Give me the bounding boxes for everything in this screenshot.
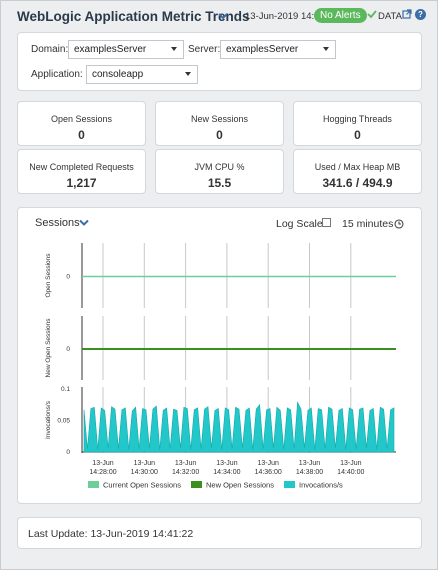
application-select[interactable]: consoleapp: [86, 65, 198, 84]
kpi-jvm-cpu[interactable]: JVM CPU % 15.5: [155, 149, 284, 194]
check-icon: [367, 10, 377, 19]
invocations-area: [83, 401, 395, 453]
external-link-icon[interactable]: [402, 9, 412, 19]
time-range-selector[interactable]: 15 minutes: [342, 218, 394, 230]
domain-label: Domain:: [31, 44, 69, 55]
x-tick-date: 13-Jun: [216, 460, 238, 467]
x-tick-time: 14:36:00: [255, 469, 282, 476]
legend-swatch: [191, 481, 202, 488]
y-axis-label: Invocations/s: [45, 400, 52, 439]
server-label: Server:: [188, 44, 221, 55]
alert-status-badge[interactable]: No Alerts: [314, 8, 367, 23]
x-tick-date: 13-Jun: [340, 460, 362, 467]
data-status-label: DATA: [378, 11, 402, 22]
legend-label: Current Open Sessions: [103, 481, 181, 490]
x-tick-time: 14:30:00: [131, 469, 158, 476]
kpi-heap[interactable]: Used / Max Heap MB 341.6 / 494.9: [293, 149, 422, 194]
x-tick-time: 14:34:00: [213, 469, 240, 476]
y-axis-label: New Open Sessions: [45, 318, 52, 378]
application-select-value: consoleapp: [92, 69, 144, 80]
x-tick-date: 13-Jun: [175, 460, 197, 467]
kpi-hogging-threads[interactable]: Hogging Threads 0: [293, 101, 422, 146]
kpi-label: Used / Max Heap MB: [314, 162, 401, 172]
kpi-label: New Completed Requests: [29, 162, 134, 172]
domain-select[interactable]: examplesServer: [68, 40, 184, 59]
dropdown-arrow-icon: [323, 47, 329, 51]
kpi-label: Open Sessions: [50, 114, 113, 124]
legend-swatch: [88, 481, 99, 488]
domain-select-value: examplesServer: [74, 44, 147, 55]
legend-swatch: [284, 481, 295, 488]
server-select[interactable]: examplesServer: [220, 40, 336, 59]
kpi-value: 1,217: [66, 176, 97, 190]
kpi-open-sessions[interactable]: Open Sessions 0: [17, 101, 146, 146]
x-tick-date: 13-Jun: [92, 460, 114, 467]
log-scale-checkbox[interactable]: [322, 218, 331, 227]
kpi-value: 0: [78, 128, 85, 142]
y-axis-label: Open Sessions: [45, 253, 52, 298]
chevron-down-icon[interactable]: [217, 10, 229, 22]
help-icon[interactable]: ?: [415, 9, 426, 20]
clock-icon[interactable]: [394, 219, 404, 229]
kpi-label: JVM CPU %: [194, 162, 245, 172]
page-title: WebLogic Application Metric Trends: [17, 9, 250, 24]
y-tick-label: 0: [66, 346, 70, 353]
last-update-text: Last Update: 13-Jun-2019 14:41:22: [28, 528, 193, 540]
header-timestamp: 13-Jun-2019 14:41: [245, 11, 325, 22]
x-tick-date: 13-Jun: [299, 460, 321, 467]
kpi-new-completed-requests[interactable]: New Completed Requests 1,217: [17, 149, 146, 194]
x-tick-time: 14:32:00: [172, 469, 199, 476]
legend-label: Invocations/s: [299, 481, 343, 490]
filter-panel: Domain: examplesServer Server: examplesS…: [17, 32, 422, 91]
dropdown-arrow-icon: [171, 47, 177, 51]
kpi-value: 15.5: [207, 176, 232, 190]
x-tick-date: 13-Jun: [257, 460, 279, 467]
x-tick-time: 14:38:00: [296, 469, 323, 476]
footer-panel: Last Update: 13-Jun-2019 14:41:22: [17, 517, 422, 549]
last-update-value: 13-Jun-2019 14:41:22: [90, 528, 194, 540]
x-tick-time: 14:28:00: [89, 469, 116, 476]
application-label: Application:: [31, 69, 83, 80]
y-tick-label: 0.1: [61, 386, 70, 393]
kpi-value: 0: [354, 128, 361, 142]
dropdown-arrow-icon: [185, 72, 191, 76]
y-tick-label: 0: [66, 449, 70, 456]
kpi-value: 341.6 / 494.9: [322, 176, 393, 190]
chart-selector-title[interactable]: Sessions: [35, 217, 80, 229]
x-tick-time: 14:40:00: [337, 469, 364, 476]
trend-chart-panel: Open Sessions New Open Sessions Invocation…: [17, 207, 422, 504]
server-select-value: examplesServer: [226, 44, 299, 55]
last-update-label: Last Update:: [28, 528, 88, 540]
chevron-down-icon[interactable]: [79, 219, 89, 227]
kpi-label: Hogging Threads: [323, 114, 392, 124]
kpi-value: 0: [216, 128, 223, 142]
y-tick-label: 0: [66, 274, 70, 281]
x-tick-date: 13-Jun: [134, 460, 156, 467]
kpi-label: New Sessions: [190, 114, 249, 124]
header: WebLogic Application Metric Trends 13-Ju…: [1, 1, 437, 31]
legend-label: New Open Sessions: [206, 481, 274, 490]
log-scale-label: Log Scale:: [276, 218, 326, 230]
kpi-new-sessions[interactable]: New Sessions 0: [155, 101, 284, 146]
trend-chart: Open Sessions New Open Sessions Invocation…: [45, 243, 396, 490]
y-tick-label: 0.05: [57, 418, 70, 425]
